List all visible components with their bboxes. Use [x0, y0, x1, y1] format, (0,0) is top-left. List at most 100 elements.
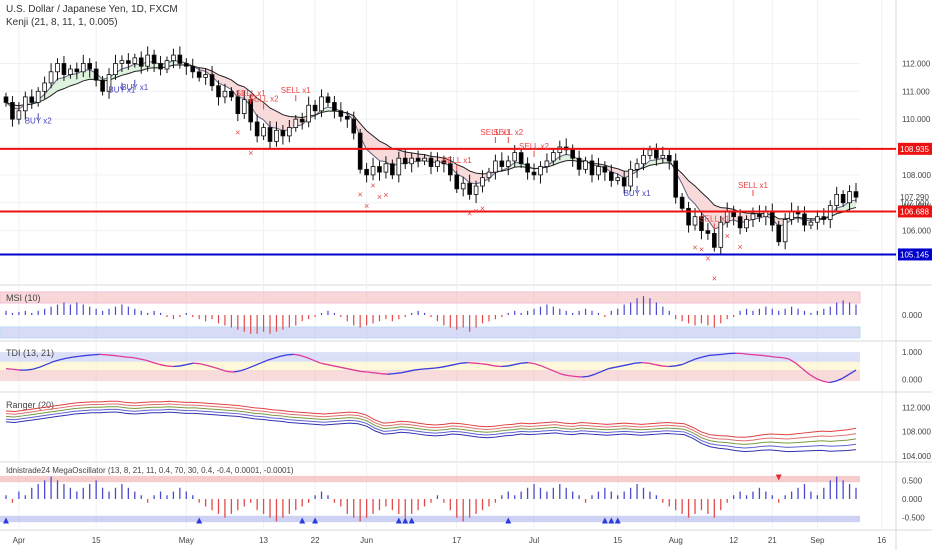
candle-body [577, 158, 581, 169]
mega-title: Idnistrade24 MegaOscillator (13, 8, 21, … [6, 466, 294, 475]
candle-body [642, 155, 646, 163]
tdi-line-segment [582, 376, 589, 377]
candle-body [751, 214, 755, 220]
tdi-line-segment [227, 371, 234, 372]
tdi-line-segment [669, 366, 676, 367]
candle-body [455, 175, 459, 189]
signal-label: SELL x1 [442, 156, 472, 165]
x-tick-label: 15 [613, 536, 622, 545]
mega-lower-band [0, 516, 860, 522]
tdi-line-segment [394, 373, 401, 374]
tdi-line-segment [635, 363, 642, 364]
candle-body [835, 194, 839, 205]
tdi-line-segment [287, 354, 294, 355]
candle-body [603, 167, 607, 173]
tdi-line-segment [26, 369, 33, 370]
sell-cross-marker: × [699, 245, 704, 255]
candle-body [693, 217, 697, 225]
candle-body [526, 164, 530, 172]
candle-body [416, 158, 420, 161]
candle-body [197, 72, 201, 78]
candle-body [616, 178, 620, 181]
x-tick-label: Apr [13, 536, 26, 545]
candle-body [307, 105, 311, 122]
tdi-line-segment [461, 363, 468, 364]
candle-body [378, 167, 382, 173]
sell-cross-marker: × [737, 242, 742, 252]
candle-body [275, 130, 279, 141]
candle-body [436, 161, 440, 167]
tdi-line-segment [428, 368, 435, 369]
tdi-line-segment [13, 369, 20, 370]
candle-body [783, 219, 787, 241]
tdi-line-segment [481, 364, 488, 365]
sell-cross-marker: × [480, 204, 485, 214]
candle-body [706, 231, 710, 234]
tdi-line-segment [742, 354, 749, 355]
tdi-line-segment [823, 381, 830, 382]
ranger-tick-label: 104.000 [902, 452, 931, 461]
tdi-line-segment [381, 374, 388, 375]
signal-label: SELL x1 [281, 86, 311, 95]
msi-title: MSI (10) [6, 293, 41, 303]
tdi-tick-label: 0.000 [902, 376, 923, 385]
tdi-line-segment [709, 355, 716, 356]
candle-body [648, 150, 652, 156]
level-label: 105.145 [900, 250, 929, 259]
candle-body [474, 186, 478, 194]
candle-body [661, 155, 665, 158]
candle-body [75, 69, 79, 72]
candle-body [371, 167, 375, 175]
sell-cross-marker: × [377, 192, 382, 202]
signal-label: SELL x1 [738, 181, 768, 190]
candle-body [17, 111, 21, 119]
candle-body [139, 58, 143, 66]
candle-body [410, 158, 414, 164]
candle-body [468, 183, 472, 194]
candle-body [101, 80, 105, 91]
price-tick-label: 106.000 [902, 227, 931, 236]
candle-body [184, 63, 188, 66]
candle-body [146, 55, 150, 66]
tdi-line-segment [642, 363, 649, 364]
ranger-line [6, 409, 856, 448]
level-label: 108.935 [900, 145, 929, 154]
candle-body [532, 172, 536, 175]
candle-body [487, 172, 491, 178]
candle-body [120, 61, 124, 64]
candle-body [635, 164, 639, 170]
sell-cross-marker: × [383, 190, 388, 200]
x-tick-label: 12 [729, 536, 738, 545]
x-tick-label: 15 [92, 536, 101, 545]
candle-body [545, 161, 549, 167]
candle-body [654, 150, 658, 158]
candle-body [745, 219, 749, 227]
sell-cross-marker: × [692, 243, 697, 253]
candle-body [597, 167, 601, 175]
tdi-line-segment [167, 366, 174, 367]
candle-body [481, 178, 485, 186]
x-tick-label: 21 [768, 536, 777, 545]
tdi-line-segment [93, 354, 100, 355]
price-tick-label: 112.000 [902, 59, 931, 68]
candle-body [339, 111, 343, 117]
candle-body [384, 164, 388, 172]
candle-body [809, 222, 813, 225]
candle-body [513, 153, 517, 161]
tdi-line-segment [722, 354, 729, 355]
tdi-line-segment [73, 356, 80, 357]
x-tick-label: 16 [877, 536, 886, 545]
candle-body [313, 105, 317, 111]
price-tick-label: 110.000 [902, 115, 931, 124]
candle-body [345, 116, 349, 119]
candle-body [667, 155, 671, 161]
candle-body [461, 183, 465, 189]
mega-tick-label: -0.500 [902, 514, 925, 523]
candle-body [584, 161, 588, 169]
sell-cross-marker: × [364, 201, 369, 211]
tdi-line-segment [468, 363, 475, 364]
tdi-line-segment [86, 355, 93, 356]
candle-body [229, 91, 233, 97]
candle-body [448, 164, 452, 175]
